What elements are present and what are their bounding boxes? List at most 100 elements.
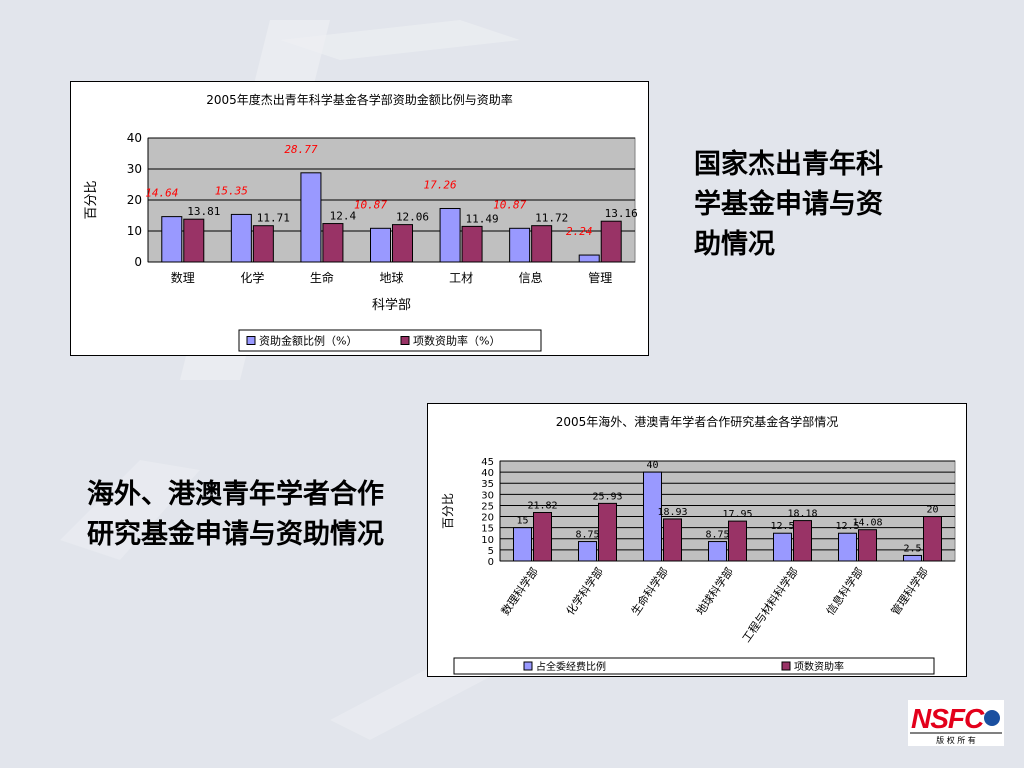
legend-swatch bbox=[400, 336, 410, 345]
bar bbox=[300, 172, 322, 263]
slide-title-left: 海外、港澳青年学者合作研究基金申请与资助情况 bbox=[87, 479, 384, 550]
data-label: 10.87 bbox=[493, 198, 526, 211]
data-label: 11.49 bbox=[466, 212, 499, 225]
bar bbox=[923, 516, 942, 562]
legend-swatch bbox=[781, 661, 791, 671]
data-label: 17.26 bbox=[424, 178, 457, 191]
legend-label: 项数资助率 bbox=[794, 660, 844, 673]
y-tick-label: 30 bbox=[481, 490, 494, 501]
y-tick-label: 0 bbox=[134, 255, 142, 269]
bar bbox=[708, 541, 727, 562]
chart-title: 2005年度杰出青年科学基金各学部资助金额比例与资助率 bbox=[206, 92, 513, 107]
bar bbox=[230, 213, 252, 263]
data-label: 15.35 bbox=[215, 184, 248, 197]
x-tick-label: 数理 bbox=[171, 270, 195, 285]
chart-jiechu-qingnian: 2005年度杰出青年科学基金各学部资助金额比例与资助率 0 10 20 30 40 百分比 1… bbox=[70, 81, 649, 356]
data-label: 12.4 bbox=[330, 210, 357, 223]
y-axis-label: 百分比 bbox=[441, 493, 455, 529]
data-label: 18.93 bbox=[657, 507, 687, 518]
data-label: 14.64 bbox=[145, 187, 178, 200]
x-tick-label: 工程与材料科学部 bbox=[739, 565, 801, 645]
data-label: 18.18 bbox=[787, 509, 817, 520]
y-tick-label: 10 bbox=[481, 535, 494, 546]
bar bbox=[370, 227, 391, 263]
x-tick-label: 信息 bbox=[519, 270, 543, 285]
x-tick-label: 工材 bbox=[449, 271, 473, 285]
data-label: 11.71 bbox=[257, 212, 290, 225]
y-axis-label: 百分比 bbox=[84, 180, 99, 219]
bar bbox=[728, 520, 747, 562]
y-tick-label: 0 bbox=[488, 557, 494, 568]
bar bbox=[531, 225, 553, 263]
bar bbox=[838, 532, 857, 562]
bar bbox=[533, 512, 552, 562]
legend-box bbox=[453, 657, 935, 675]
data-label: 12.06 bbox=[396, 211, 429, 224]
x-tick-label: 信息科学部 bbox=[823, 565, 866, 618]
y-tick-label: 35 bbox=[481, 479, 494, 490]
x-tick-label: 地球科学部 bbox=[693, 565, 736, 618]
chart-2-svg: 2005年海外、港澳青年学者合作研究基金各学部情况051015202530354… bbox=[441, 414, 956, 675]
y-tick-label: 20 bbox=[481, 513, 494, 524]
legend-label: 资助金额比例（%） bbox=[259, 334, 357, 348]
chart-1-svg: 2005年度杰出青年科学基金各学部资助金额比例与资助率 0 10 20 30 40 百分比 1… bbox=[84, 92, 638, 352]
data-label: 20 bbox=[926, 505, 938, 516]
data-label: 40 bbox=[646, 460, 658, 471]
legend-label: 项数资助率（%） bbox=[413, 334, 500, 348]
data-label: 11.72 bbox=[535, 212, 568, 225]
y-tick-label: 15 bbox=[481, 524, 494, 535]
legend-box bbox=[238, 329, 542, 352]
chart-haiwai-gangao: 2005年海外、港澳青年学者合作研究基金各学部情况 0 5 10 15 20 25 30 35 4… bbox=[427, 403, 967, 677]
y-tick-label: 5 bbox=[488, 546, 494, 557]
bar bbox=[578, 254, 600, 263]
bar bbox=[439, 207, 461, 263]
data-label: 8.75 bbox=[705, 530, 729, 541]
data-label: 12.5 bbox=[770, 521, 794, 532]
bar bbox=[322, 223, 344, 263]
data-label: 10.87 bbox=[354, 198, 387, 211]
y-tick-label: 30 bbox=[127, 162, 142, 176]
data-label: 13.16 bbox=[605, 207, 638, 220]
y-tick-label: 20 bbox=[127, 193, 142, 207]
svg-text:版 权 所 有: 版 权 所 有 bbox=[936, 735, 976, 745]
bar bbox=[598, 502, 617, 562]
y-tick-label: 40 bbox=[127, 131, 142, 145]
bar bbox=[252, 225, 274, 263]
legend-label: 占全委经费比例 bbox=[536, 660, 606, 673]
plot-area bbox=[499, 460, 956, 562]
nsfc-logo: NSFC 版 权 所 有 bbox=[908, 700, 1004, 746]
x-tick-label: 数理科学部 bbox=[498, 565, 541, 618]
x-tick-label: 化学科学部 bbox=[563, 565, 606, 618]
data-label: 28.77 bbox=[284, 143, 317, 156]
bar bbox=[161, 216, 183, 263]
legend-swatch bbox=[246, 336, 256, 345]
legend-swatch bbox=[523, 661, 533, 671]
y-tick-label: 45 bbox=[481, 457, 494, 468]
bar bbox=[578, 541, 597, 562]
bar bbox=[392, 224, 413, 263]
data-label: 2.24 bbox=[566, 225, 593, 238]
bar bbox=[858, 529, 877, 562]
bar bbox=[509, 227, 531, 263]
bar bbox=[461, 225, 483, 263]
bar bbox=[793, 520, 812, 562]
data-label: 8.75 bbox=[575, 530, 599, 541]
bar bbox=[663, 518, 682, 562]
data-label: 2.5 bbox=[903, 543, 921, 554]
data-label: 25.93 bbox=[592, 491, 622, 502]
x-tick-label: 管理 bbox=[588, 270, 612, 285]
data-label: 13.81 bbox=[187, 205, 220, 218]
bar bbox=[600, 220, 622, 263]
chart-title: 2005年海外、港澳青年学者合作研究基金各学部情况 bbox=[556, 414, 839, 429]
data-label: 15 bbox=[516, 516, 528, 527]
data-label: 21.82 bbox=[527, 501, 557, 512]
data-label: 14.08 bbox=[852, 518, 882, 529]
x-tick-label: 生命科学部 bbox=[628, 565, 671, 618]
x-axis-label: 科学部 bbox=[372, 297, 411, 313]
y-tick-label: 40 bbox=[481, 468, 494, 479]
bar bbox=[183, 218, 205, 263]
bar bbox=[773, 532, 792, 562]
x-tick-label: 生命 bbox=[310, 270, 334, 285]
slide-title-right: 国家杰出青年科学基金申请与资助情况 bbox=[694, 149, 883, 260]
y-tick-label: 25 bbox=[481, 501, 494, 512]
